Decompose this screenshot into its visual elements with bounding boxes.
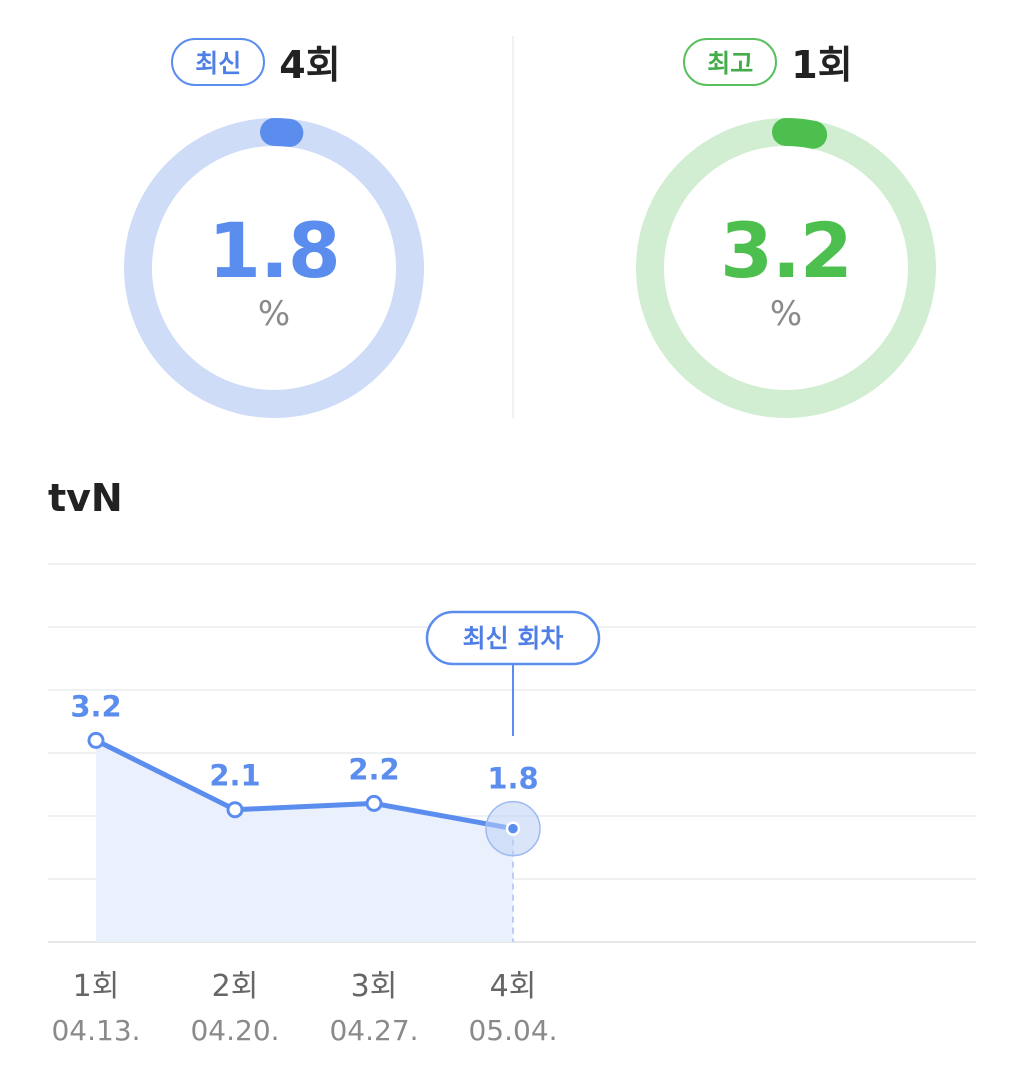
best-rating-card: 최고 1회 3.2 % — [512, 0, 1024, 440]
x-tick-label: 4회 — [490, 969, 537, 1004]
best-badge: 최고 — [683, 37, 778, 86]
x-tick-label: 3회 — [351, 969, 398, 1004]
rating-summary: 최신 4회 1.8 % 최고 1회 3.2 % — [0, 0, 1024, 440]
latest-episode: 4회 — [279, 43, 341, 87]
latest-ring-progress — [124, 118, 424, 418]
best-episode: 1회 — [791, 43, 853, 87]
series-line — [93, 737, 516, 832]
best-value: 3.2 — [720, 206, 853, 295]
summary-divider — [512, 36, 514, 418]
rating-line-chart: 최신 회차 3.2 1회 04.13. 2.1 2회 04.20. 2.2 3회 04.27. 1.… — [48, 563, 976, 1047]
best-unit: % — [769, 294, 803, 334]
area-fill — [96, 740, 513, 942]
x-tick-date: 04.27. — [329, 1014, 418, 1047]
best-ring-progress — [636, 118, 936, 418]
callout-badge — [425, 610, 601, 666]
data-point — [226, 801, 244, 819]
x-tick-label: 2회 — [212, 969, 259, 1004]
latest-value: 1.8 — [208, 206, 341, 295]
data-point — [365, 794, 383, 812]
callout-label: 최신 회차 — [463, 624, 564, 653]
data-label: 2.2 — [348, 752, 399, 786]
x-tick-date: 04.20. — [190, 1014, 279, 1047]
data-point — [87, 731, 105, 749]
data-label: 2.1 — [209, 759, 260, 793]
data-label: 1.8 — [487, 762, 538, 796]
channel-title: tvN — [48, 476, 123, 520]
x-tick-date: 05.04. — [468, 1014, 557, 1047]
x-tick-label: 1회 — [73, 969, 120, 1004]
latest-ring — [124, 118, 424, 418]
x-tick-date: 04.13. — [51, 1014, 140, 1047]
data-point — [505, 821, 521, 836]
latest-header: 최신 4회 — [0, 34, 512, 89]
best-header: 최고 1회 — [512, 34, 1024, 89]
rating-chart: 최신 회차 3.2 1회 04.13. 2.1 2회 04.20. 2.2 3회 04.27. 1.… — [0, 540, 1024, 1080]
latest-unit: % — [257, 294, 291, 334]
data-label: 3.2 — [70, 689, 121, 723]
latest-rating-card: 최신 4회 1.8 % — [0, 0, 512, 440]
latest-badge: 최신 — [171, 37, 266, 86]
best-ring — [636, 118, 936, 418]
